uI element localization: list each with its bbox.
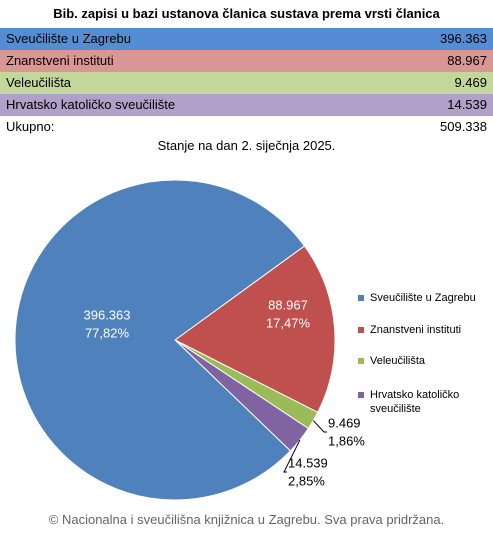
legend-swatch (358, 295, 364, 301)
legend-label: Hrvatsko katoličko sveučilište (370, 389, 460, 415)
legend-swatch (358, 327, 364, 333)
table-title: Bib. zapisi u bazi ustanova članica sust… (53, 6, 440, 21)
legend-swatch (358, 358, 364, 364)
row-name: Veleučilišta (6, 75, 72, 90)
row-name: Ukupno: (6, 119, 55, 134)
percent-label: 2,85% (288, 473, 325, 488)
legend-label: Sveučilište u Zagrebu (370, 292, 476, 304)
pie-slice (14, 179, 306, 501)
chart-subtitle: Stanje na dan 2. siječnja 2025. (157, 138, 336, 153)
table-row: Veleučilišta 9.469 (0, 72, 493, 94)
table-row: Sveučilište u Zagrebu 396.363 (0, 28, 493, 50)
row-value: 509.338 (440, 119, 487, 134)
pie-slice (174, 245, 336, 414)
legend-label: Veleučilišta (370, 355, 426, 367)
table-row: Znanstveni instituti 88.967 (0, 50, 493, 72)
footer: © Nacionalna i sveučilišna knjižnica u Z… (48, 512, 445, 527)
percent-label: 17,47% (266, 315, 311, 330)
legend-label: Znanstveni instituti (370, 324, 462, 336)
row-name: Sveučilište u Zagrebu (6, 31, 132, 46)
data-label: 88.967 (268, 297, 308, 312)
data-label: 9.469 (328, 415, 361, 430)
leader-line (283, 439, 301, 473)
table-row: Hrvatsko katoličko sveučilište 14.539 (0, 94, 493, 116)
percent-label: 77,82% (85, 325, 130, 340)
row-value: 396.363 (440, 31, 487, 46)
data-label: 14.539 (288, 455, 328, 470)
legend-swatch (358, 392, 364, 398)
percent-label: 1,86% (328, 433, 365, 448)
row-value: 14.539 (447, 97, 487, 112)
row-name: Hrvatsko katoličko sveučilište (6, 97, 176, 112)
data-label: 396.363 (84, 307, 131, 322)
leader-line (312, 420, 327, 433)
row-value: 88.967 (447, 53, 487, 68)
table-row: Ukupno: 509.338 (0, 116, 493, 138)
row-name: Znanstveni instituti (6, 53, 114, 68)
row-value: 9.469 (454, 75, 487, 90)
